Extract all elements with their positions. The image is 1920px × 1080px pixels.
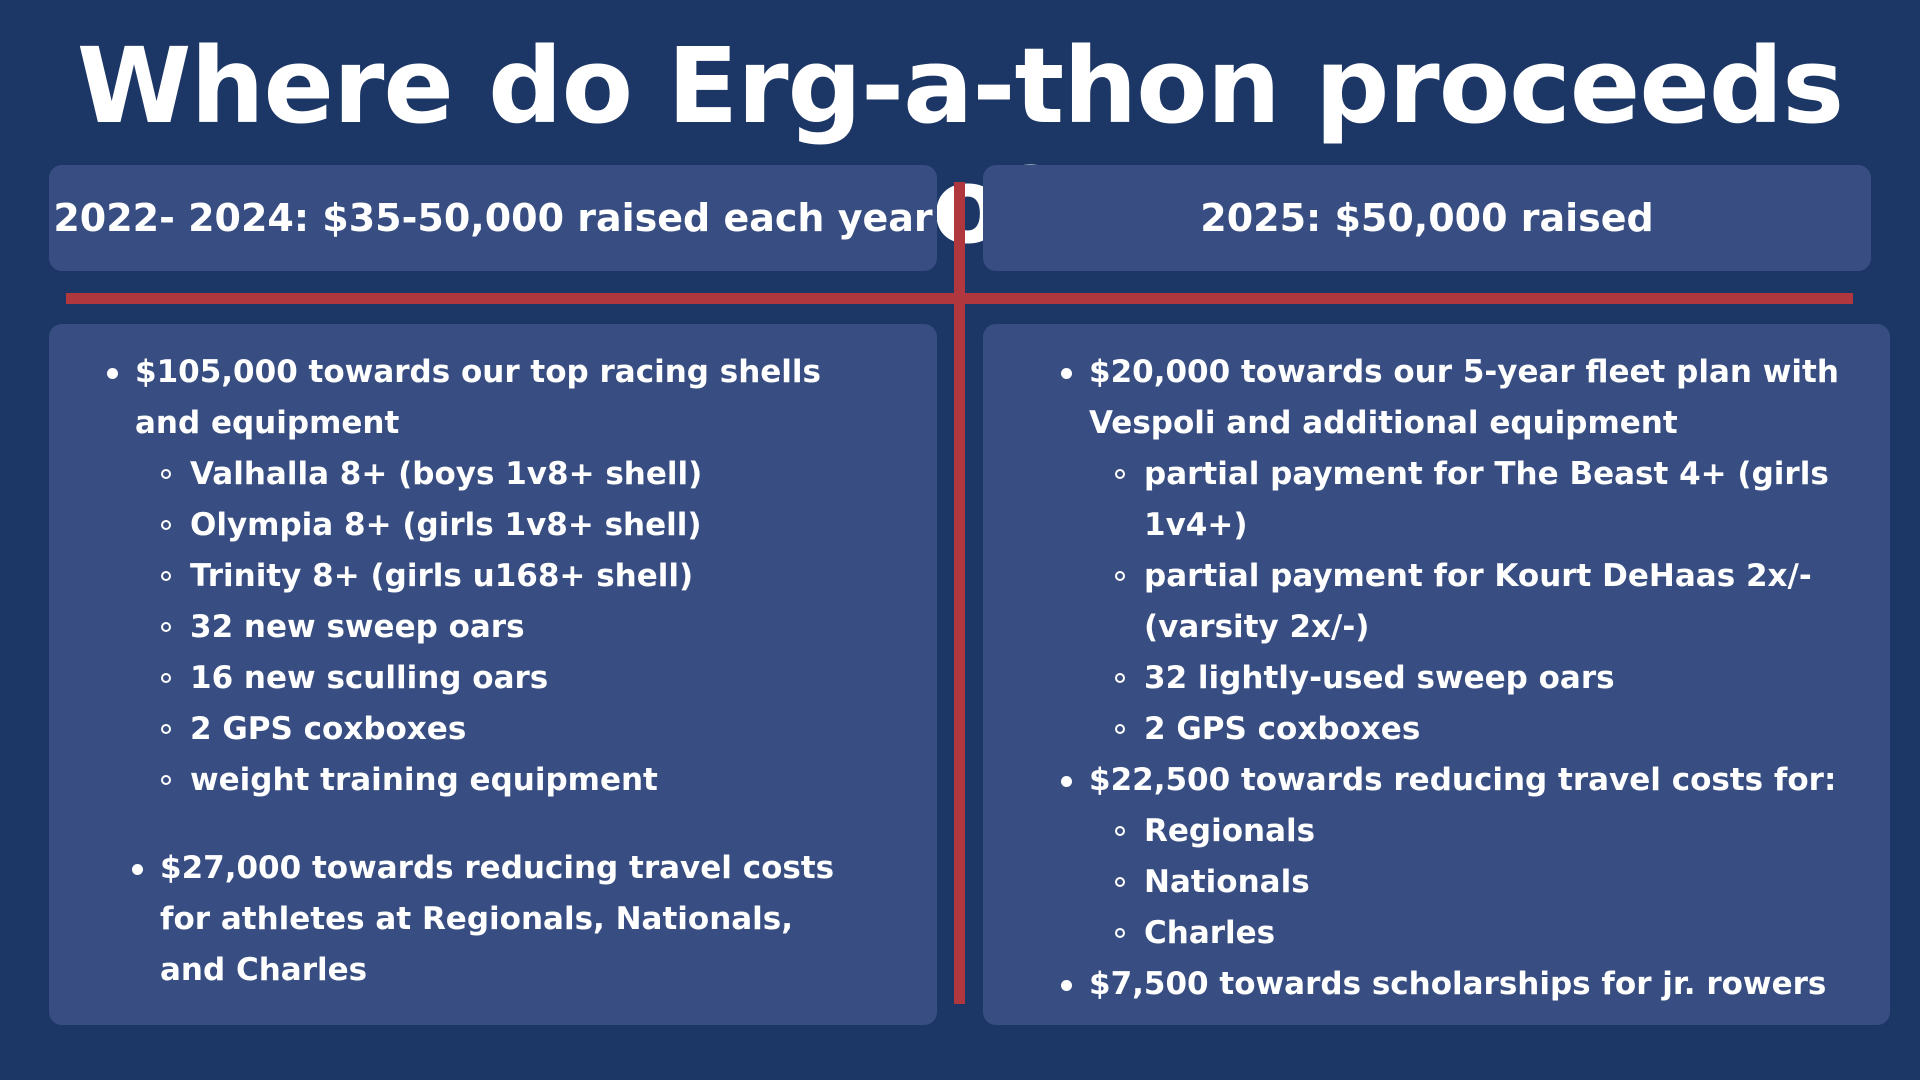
left-bullet-list-2: $27,000 towards reducing travel costs fo…: [132, 843, 842, 996]
left-sub-item-text: Olympia 8+ (girls 1v8+ shell): [190, 507, 702, 543]
left-bullet-item: $27,000 towards reducing travel costs fo…: [132, 843, 842, 996]
left-sub-item-text: Trinity 8+ (girls u168+ shell): [190, 558, 694, 594]
left-sub-item-text: 2 GPS coxboxes: [190, 711, 467, 747]
right-sub-item-text: partial payment for The Beast 4+ (girls …: [1144, 456, 1829, 543]
left-sub-item: Valhalla 8+ (boys 1v8+ shell): [135, 449, 867, 500]
right-sub-item: Charles: [1089, 908, 1861, 959]
left-content-panel: [49, 324, 937, 1025]
right-sub-item-text: 32 lightly-used sweep oars: [1144, 660, 1615, 696]
left-sub-item-text: 32 new sweep oars: [190, 609, 525, 645]
right-sub-item: 2 GPS coxboxes: [1089, 704, 1861, 755]
right-bullet-text: $20,000 towards our 5-year fleet plan wi…: [1089, 354, 1839, 441]
left-sub-item: Trinity 8+ (girls u168+ shell): [135, 551, 867, 602]
right-header-box: 2025: $50,000 raised: [983, 165, 1871, 271]
left-bullet-item: $105,000 towards our top racing shells a…: [107, 347, 867, 806]
left-sub-item-text: 16 new sculling oars: [190, 660, 549, 696]
right-bullet-text: $22,500 towards reducing travel costs fo…: [1089, 762, 1837, 798]
right-sub-item-text: Regionals: [1144, 813, 1316, 849]
right-sub-item: Nationals: [1089, 857, 1861, 908]
right-bullet-item: $7,500 towards scholarships for jr. rowe…: [1061, 959, 1861, 1010]
left-sub-item: 32 new sweep oars: [135, 602, 867, 653]
right-sub-item-text: partial payment for Kourt DeHaas 2x/- (v…: [1144, 558, 1812, 645]
left-sub-item-text: Valhalla 8+ (boys 1v8+ shell): [190, 456, 703, 492]
right-bullet-text: $7,500 towards scholarships for jr. rowe…: [1089, 966, 1827, 1002]
right-sub-item-text: Nationals: [1144, 864, 1310, 900]
right-sub-item-text: 2 GPS coxboxes: [1144, 711, 1421, 747]
left-bullet-text: $27,000 towards reducing travel costs fo…: [160, 850, 835, 988]
right-bullet-item: $20,000 towards our 5-year fleet plan wi…: [1061, 347, 1861, 755]
left-sub-item: Olympia 8+ (girls 1v8+ shell): [135, 500, 867, 551]
vertical-divider: [954, 182, 965, 1004]
right-bullet-list: $20,000 towards our 5-year fleet plan wi…: [1061, 347, 1861, 1010]
left-bullet-list: $105,000 towards our top racing shells a…: [107, 347, 867, 806]
right-bullet-item: $22,500 towards reducing travel costs fo…: [1061, 755, 1861, 959]
right-header-text: 2025: $50,000 raised: [1200, 196, 1654, 240]
left-sub-item-text: weight training equipment: [190, 762, 658, 798]
left-sub-item: weight training equipment: [135, 755, 867, 806]
left-header-text: 2022- 2024: $35-50,000 raised each year: [53, 196, 933, 240]
left-sub-item: 16 new sculling oars: [135, 653, 867, 704]
right-sub-item: partial payment for The Beast 4+ (girls …: [1089, 449, 1861, 551]
left-bullet-text: $105,000 towards our top racing shells a…: [135, 354, 822, 441]
left-sub-item: 2 GPS coxboxes: [135, 704, 867, 755]
right-sub-item: 32 lightly-used sweep oars: [1089, 653, 1861, 704]
right-sub-item: Regionals: [1089, 806, 1861, 857]
right-sub-item: partial payment for Kourt DeHaas 2x/- (v…: [1089, 551, 1861, 653]
right-sub-item-text: Charles: [1144, 915, 1276, 951]
right-content-panel: [983, 324, 1890, 1025]
left-header-box: 2022- 2024: $35-50,000 raised each year: [49, 165, 937, 271]
